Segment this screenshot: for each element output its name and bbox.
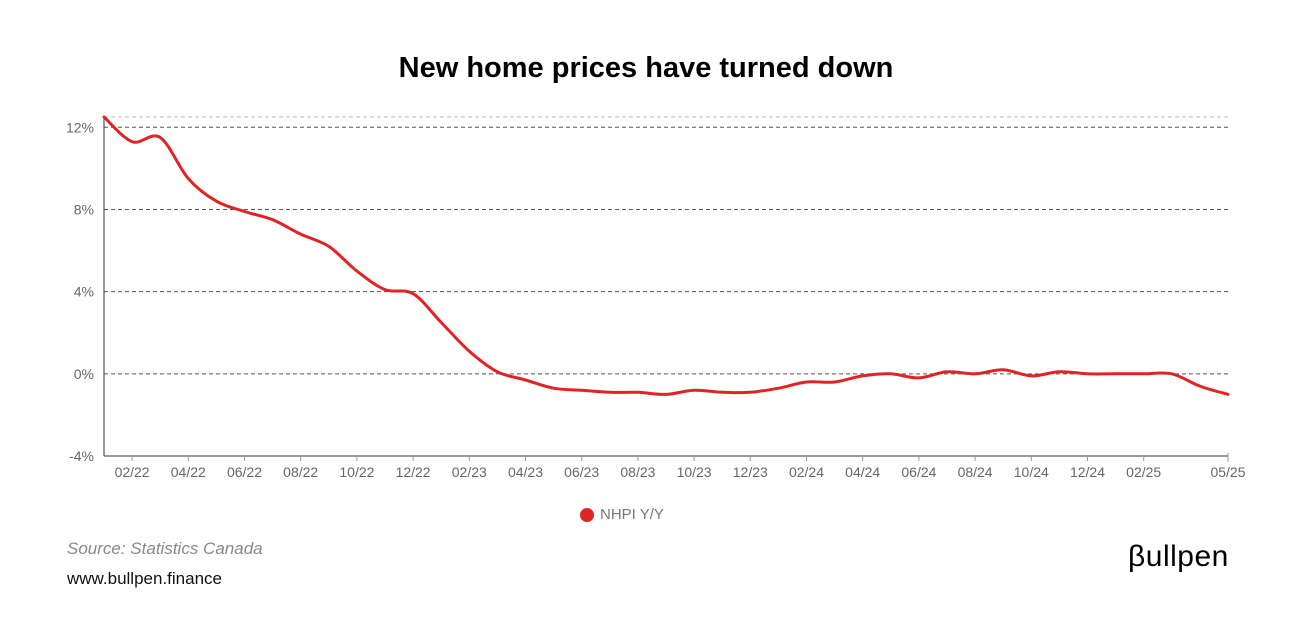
data-point: [664, 392, 668, 396]
y-tick-label: 12%: [66, 119, 94, 135]
x-tick-label: 08/22: [283, 464, 318, 480]
data-point: [1114, 372, 1118, 376]
x-tick-label: 02/22: [115, 464, 150, 480]
x-tick-label: 02/23: [452, 464, 487, 480]
line-chart: -4% 0% 4% 8% 12% 02/22 04/22 06/22 08/22 10/22 12…: [66, 115, 1246, 480]
data-point: [748, 390, 752, 394]
series-group: [102, 115, 1230, 396]
y-tick-label: 4%: [74, 284, 94, 300]
x-tick-label: 05/25: [1210, 464, 1245, 480]
brand-logo: βullpen: [1128, 540, 1229, 573]
website-link[interactable]: www.bullpen.finance: [67, 569, 222, 588]
data-point: [1170, 372, 1174, 376]
data-point: [917, 376, 921, 380]
data-point: [1086, 372, 1090, 376]
legend-label: NHPI Y/Y: [600, 506, 664, 523]
x-tick-label: 06/23: [564, 464, 599, 480]
data-point: [411, 292, 415, 296]
x-tick-label: 10/24: [1014, 464, 1049, 480]
data-point: [524, 378, 528, 382]
x-tick-labels: 02/22 04/22 06/22 08/22 10/22 12/22 02/23 04/23…: [115, 464, 1246, 480]
data-point: [692, 388, 696, 392]
x-tick-label: 02/24: [789, 464, 824, 480]
data-point: [243, 210, 247, 214]
data-point: [158, 136, 162, 140]
data-point: [186, 177, 190, 181]
data-point: [1057, 370, 1061, 374]
data-point: [861, 374, 865, 378]
data-point: [1198, 384, 1202, 388]
data-point: [833, 380, 837, 384]
data-point: [1029, 374, 1033, 378]
y-tick-labels: -4% 0% 4% 8% 12%: [66, 119, 94, 464]
data-point: [467, 349, 471, 353]
data-point: [327, 244, 331, 248]
x-tick-label: 10/23: [677, 464, 712, 480]
data-point: [889, 372, 893, 376]
x-tick-label: 06/24: [901, 464, 936, 480]
data-point: [102, 115, 106, 119]
data-point: [130, 140, 134, 144]
x-tick-label: 10/22: [339, 464, 374, 480]
data-point: [580, 388, 584, 392]
x-tick-label: 04/23: [508, 464, 543, 480]
x-tick-label: 04/24: [845, 464, 880, 480]
grid-lines: [104, 116, 1228, 375]
data-point: [355, 269, 359, 273]
chart-title: New home prices have turned down: [398, 52, 894, 84]
data-point: [1226, 392, 1230, 396]
data-point: [608, 390, 612, 394]
data-point: [439, 320, 443, 324]
data-point: [805, 380, 809, 384]
x-tick-label: 12/23: [733, 464, 768, 480]
axes: [103, 117, 1229, 462]
data-point: [271, 218, 275, 222]
data-point: [1142, 372, 1146, 376]
data-point: [945, 370, 949, 374]
data-point: [973, 372, 977, 376]
data-point: [214, 199, 218, 203]
x-tick-label: 04/22: [171, 464, 206, 480]
data-point: [495, 370, 499, 374]
data-point: [636, 390, 640, 394]
data-point: [299, 232, 303, 236]
x-tick-label: 08/24: [958, 464, 993, 480]
x-tick-label: 12/22: [396, 464, 431, 480]
series-line-nhpi: [102, 115, 1230, 396]
source-note: Source: Statistics Canada: [67, 539, 263, 558]
legend[interactable]: NHPI Y/Y: [580, 506, 664, 523]
data-point: [1001, 368, 1005, 372]
y-tick-label: 8%: [74, 201, 94, 217]
x-tick-label: 12/24: [1070, 464, 1105, 480]
data-point: [776, 386, 780, 390]
x-tick-label: 06/22: [227, 464, 262, 480]
data-point: [720, 390, 724, 394]
x-tick-label: 08/23: [620, 464, 655, 480]
legend-marker-icon: [580, 507, 594, 522]
y-tick-label: -4%: [69, 448, 94, 464]
data-point: [383, 288, 387, 292]
x-tick-label: 02/25: [1126, 464, 1161, 480]
y-tick-label: 0%: [74, 366, 94, 382]
data-point: [552, 386, 556, 390]
